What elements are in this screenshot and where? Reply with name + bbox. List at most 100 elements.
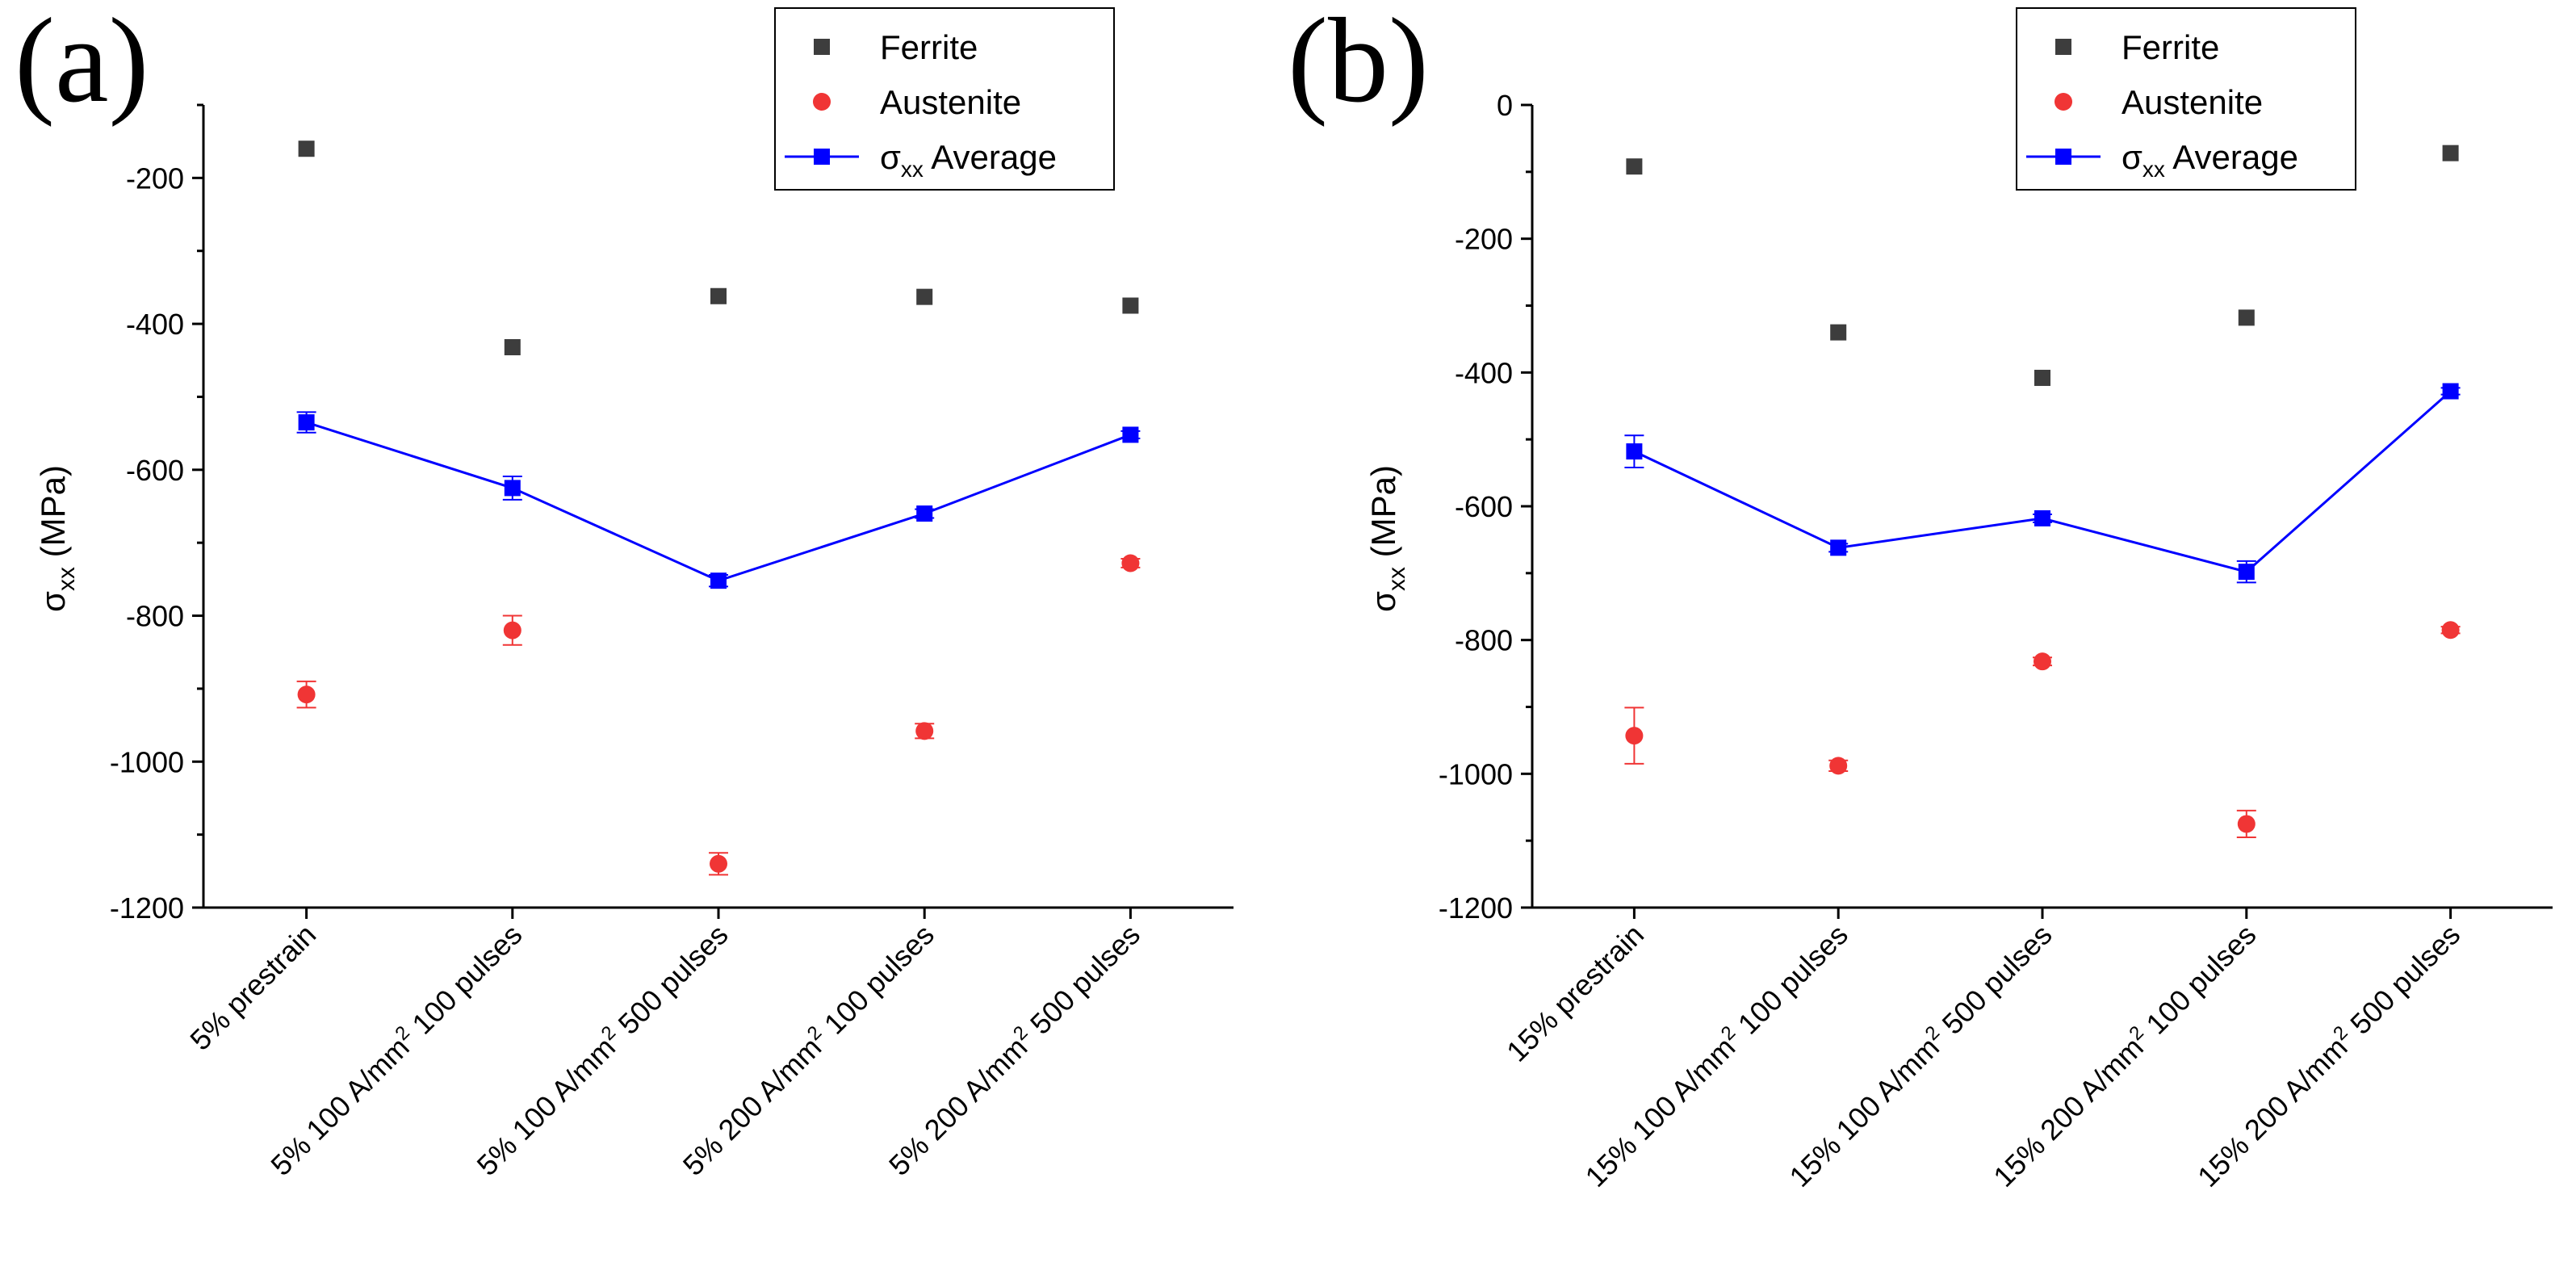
y-axis-title-unit: (MPa) <box>1364 465 1402 567</box>
y-tick-label: -600 <box>1455 490 1513 523</box>
y-tick-label: -600 <box>126 454 184 487</box>
legend-label-text: Average <box>924 138 1057 176</box>
legend-marker-ferrite <box>2055 39 2071 55</box>
y-tick-label: -800 <box>126 600 184 633</box>
y-tick-label: 0 <box>1497 89 1513 122</box>
series-line-average <box>306 421 1131 582</box>
y-tick-label: -1200 <box>1439 891 1513 925</box>
legend-label-text: Ferrite <box>880 28 978 66</box>
data-point-ferrite <box>1122 297 1139 314</box>
legend-marker-ferrite <box>814 39 830 55</box>
data-point-ferrite <box>1626 158 1643 175</box>
y-axis-title-symbol: σ <box>1364 591 1402 612</box>
series-average <box>1624 383 2461 584</box>
legend-label-text: Austenite <box>2122 83 2263 121</box>
legend-label-subscript: xx <box>901 157 924 182</box>
y-tick-label: -800 <box>1455 624 1513 657</box>
data-point-austenite <box>1121 554 1140 572</box>
data-point-austenite <box>503 621 521 640</box>
series-austenite <box>1624 621 2461 839</box>
legend-label: Ferrite <box>2122 28 2219 66</box>
x-tick-label-text: 500 pulses <box>1929 918 2058 1046</box>
panel-label: (a) <box>15 0 149 128</box>
data-point-average <box>710 572 727 589</box>
legend-label-text: Austenite <box>880 83 1021 121</box>
y-tick-label: -200 <box>1455 223 1513 256</box>
data-point-ferrite <box>2442 145 2459 161</box>
legend: Ferrite Austenite σxx Average <box>774 7 1115 191</box>
data-point-austenite <box>2441 621 2460 640</box>
series-ferrite <box>1626 145 2459 386</box>
data-point-austenite <box>1829 757 1848 775</box>
legend-label: Austenite <box>880 83 1021 121</box>
data-point-ferrite <box>916 288 933 305</box>
y-axis-title-subscript: xx <box>1384 567 1410 591</box>
data-point-ferrite <box>504 339 521 356</box>
x-tick-label-text: 15% 200 A/mm <box>1987 1030 2150 1193</box>
data-point-austenite <box>2237 815 2256 833</box>
x-tick-label-text: 15% 100 A/mm <box>1782 1030 1946 1193</box>
y-tick-label: -200 <box>126 161 184 195</box>
x-tick-label-text: 100 pulses <box>400 918 528 1046</box>
data-point-austenite <box>710 854 727 873</box>
y-axis-title: σxx (MPa) <box>1364 465 1410 612</box>
data-point-average <box>1122 426 1139 443</box>
x-tick-label-text: 500 pulses <box>1018 918 1146 1046</box>
x-tick-label-text: 100 pulses <box>812 918 940 1046</box>
legend-label-text: Average <box>2165 138 2298 176</box>
y-axis-title-unit: (MPa) <box>34 465 72 567</box>
data-point-average <box>2238 564 2255 581</box>
data-point-ferrite <box>298 140 315 157</box>
series-average <box>296 411 1141 589</box>
x-tick-label-text: 5% 100 A/mm <box>264 1030 415 1181</box>
y-tick-label: -400 <box>126 308 184 341</box>
data-point-average <box>2442 383 2459 400</box>
data-point-average <box>2034 510 2050 526</box>
panel-label: (b) <box>1288 0 1429 128</box>
data-point-austenite <box>1625 727 1644 745</box>
y-tick-label: -1000 <box>1439 757 1513 790</box>
data-point-average <box>298 414 315 431</box>
data-point-average <box>1830 539 1847 556</box>
legend-marker-average <box>2055 149 2071 165</box>
legend-marker-austenite <box>813 93 831 111</box>
x-tick-label-text: 5% 200 A/mm <box>882 1030 1033 1181</box>
x-tick-label-text: 15% prestrain <box>1500 918 1650 1068</box>
legend-marker-average <box>814 149 830 165</box>
x-tick-label: 15% prestrain <box>1500 918 1650 1068</box>
x-tick-label-text: 15% 200 A/mm <box>2191 1030 2354 1193</box>
x-tick-label-text: 5% 200 A/mm <box>676 1030 827 1181</box>
legend-label: Austenite <box>2122 83 2263 121</box>
y-tick-label: -1000 <box>110 745 184 778</box>
x-tick-label-text: 500 pulses <box>605 918 734 1046</box>
legend-label: σxx Average <box>2122 138 2298 182</box>
series-ferrite <box>298 140 1139 356</box>
legend-marker-austenite <box>2055 93 2072 111</box>
x-tick-label: 5% prestrain <box>183 918 322 1057</box>
y-tick-label: -1200 <box>110 891 184 925</box>
legend-label-subscript: xx <box>2142 157 2165 182</box>
data-point-ferrite <box>2034 369 2050 386</box>
legend-label-text: σ <box>880 138 901 176</box>
y-axis-title-subscript: xx <box>53 567 80 591</box>
x-tick-label-text: 5% 100 A/mm <box>471 1030 622 1181</box>
legend-label-text: σ <box>2122 138 2142 176</box>
data-point-austenite <box>2034 652 2051 671</box>
data-point-austenite <box>915 722 934 740</box>
x-tick-label-text: 15% 100 A/mm <box>1579 1030 1742 1193</box>
x-tick-label-text: 500 pulses <box>2338 918 2466 1046</box>
legend: Ferrite Austenite σxx Average <box>2016 7 2356 191</box>
legend-box <box>2016 7 2356 191</box>
data-point-ferrite <box>1830 324 1847 341</box>
data-point-austenite <box>297 686 316 704</box>
legend-label: σxx Average <box>880 138 1057 182</box>
data-point-average <box>1626 443 1643 460</box>
legend-label-text: Ferrite <box>2122 28 2219 66</box>
y-axis-title: σxx (MPa) <box>34 465 80 612</box>
data-point-average <box>916 505 933 522</box>
data-point-ferrite <box>2238 309 2255 326</box>
y-tick-label: -400 <box>1455 356 1513 389</box>
